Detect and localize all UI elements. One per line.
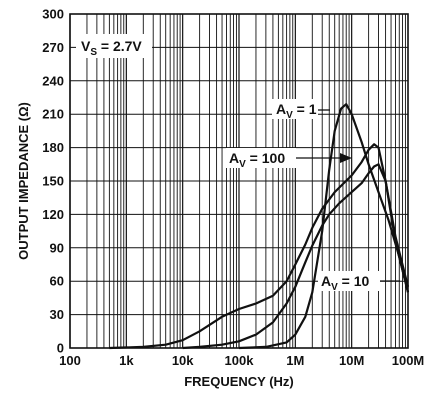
y-tick-label: 30 [50, 307, 64, 322]
series-label-av100-rest: = 100 [246, 150, 286, 166]
plot-frame [69, 13, 409, 349]
y-tick-label: 120 [42, 207, 64, 222]
series-label-av1-main: A [276, 101, 286, 117]
vs-annotation-box [76, 34, 152, 58]
x-axis-title: FREQUENCY (Hz) [184, 374, 294, 389]
series-label-bg-av1 [272, 99, 318, 119]
y-tick-label: 270 [42, 40, 64, 55]
vs-annotation-main: V [81, 38, 91, 54]
series-label-av1: AV = 1 [276, 101, 317, 121]
series-label-av10-sub: V [331, 282, 338, 293]
y-tick-label: 180 [42, 140, 64, 155]
y-tick-label: 150 [42, 174, 64, 189]
series-label-bg-av10 [318, 271, 380, 291]
series-label-av1-sub: V [286, 110, 293, 121]
vs-annotation-sub: S [90, 47, 97, 58]
vs-annotation-rest: = 2.7V [97, 38, 142, 54]
y-axis-title: OUTPUT IMPEDANCE (Ω) [16, 102, 31, 260]
series-label-bg-av100 [226, 148, 296, 168]
series-lines [109, 103, 410, 350]
x-tick-label: 100 [59, 353, 81, 368]
series-label-av1-rest: = 1 [293, 101, 317, 117]
series-label-av100-main: A [229, 150, 239, 166]
x-tick-label: 10k [172, 353, 194, 368]
series-label-av10-main: A [321, 273, 331, 289]
grid [69, 13, 408, 349]
series-line-1 [109, 143, 410, 350]
plot-border [69, 13, 409, 349]
x-tick-label: 10M [339, 353, 364, 368]
series-line-2 [182, 163, 410, 350]
y-tick-label: 0 [57, 341, 64, 356]
series-line-0 [238, 103, 410, 350]
y-tick-label: 90 [50, 240, 64, 255]
y-tick-label: 300 [42, 7, 64, 22]
y-tick-label: 60 [50, 274, 64, 289]
x-tick-label: 1k [119, 353, 134, 368]
y-tick-label: 240 [42, 73, 64, 88]
vs-annotation: VS = 2.7V [81, 38, 142, 58]
series-label-av10: AV = 10 [321, 273, 370, 293]
series-arrowhead-av100 [340, 153, 352, 163]
y-tick-label: 210 [42, 107, 64, 122]
series-label-av100-sub: V [239, 159, 246, 170]
x-tick-label: 100M [392, 353, 425, 368]
tick-labels: 100 1k 10k 100k 1M 10M 100M 0 30 60 90 120 150 180 210… [42, 7, 424, 369]
series-label-av100: AV = 100 [229, 150, 285, 170]
series-label-av10-rest: = 10 [338, 273, 370, 289]
x-tick-label: 100k [225, 353, 255, 368]
x-tick-label: 1M [286, 353, 304, 368]
